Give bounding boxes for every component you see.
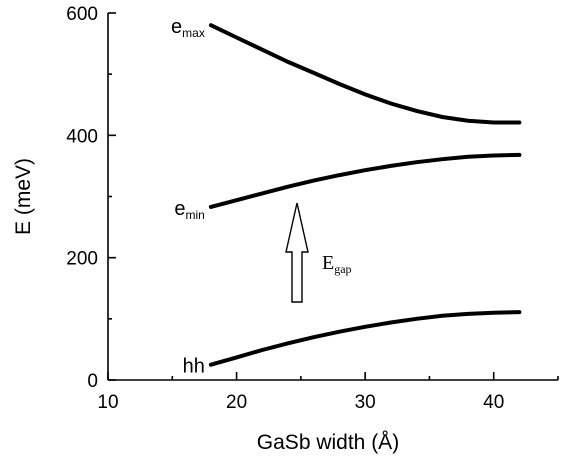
y-axis-title: E (meV) <box>12 158 35 235</box>
y-tick-label: 0 <box>87 371 98 392</box>
x-tick-label: 20 <box>226 392 247 413</box>
curve-emin <box>208 152 522 209</box>
curve-label-emax: emax <box>171 16 205 40</box>
energy-gap-label-sub: gap <box>334 262 351 276</box>
y-tick-label: 200 <box>66 249 98 270</box>
curve-hh <box>208 310 522 367</box>
curve-label-sub: max <box>182 26 205 40</box>
energy-gap-label-main: E <box>322 252 334 274</box>
y-tick-label: 600 <box>66 4 98 25</box>
curve-label-main: e <box>174 198 185 220</box>
curve-emax <box>208 23 522 125</box>
energy-gap-arrow <box>285 202 309 303</box>
energy-gap-label: Egap <box>322 252 352 276</box>
curve-label-main: e <box>171 16 182 38</box>
curve-label-main: hh <box>183 356 205 378</box>
curve-label-sub: min <box>186 208 205 222</box>
curve-label-hh: hh <box>183 356 205 378</box>
x-axis-title: GaSb width (Å) <box>257 431 399 454</box>
curve-label-emin: emin <box>174 198 204 222</box>
y-tick-label: 400 <box>66 126 98 147</box>
x-tick-label: 40 <box>483 392 504 413</box>
x-tick-label: 10 <box>97 392 118 413</box>
x-tick-label: 30 <box>355 392 376 413</box>
energy-gap-annotation: Egap <box>285 202 352 303</box>
curves <box>208 23 522 367</box>
